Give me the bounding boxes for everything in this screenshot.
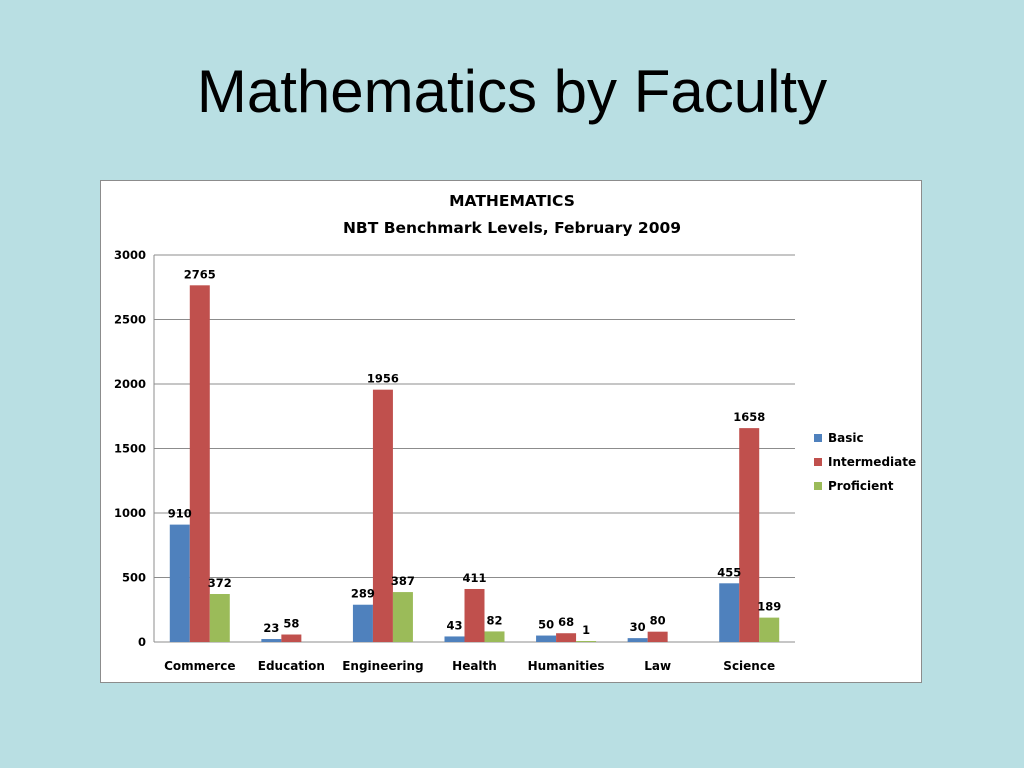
legend: Basic Intermediate Proficient [814,431,916,493]
data-label: 23 [263,621,279,635]
data-label: 2765 [184,267,216,281]
data-label: 80 [650,614,666,628]
y-tick-label: 0 [138,635,146,649]
x-tick-label: Health [452,659,497,673]
data-label: 43 [446,618,462,632]
chart: MATHEMATICS NBT Benchmark Levels, Februa… [114,192,916,673]
x-tick-label: Engineering [342,659,423,673]
bars [169,285,780,642]
bar-intermediate-commerce [189,285,210,642]
y-tick-label: 1500 [114,442,146,456]
data-label: 189 [757,600,781,614]
bar-intermediate-health [464,588,485,642]
bar-intermediate-science [739,428,760,642]
data-label: 1 [582,623,590,637]
x-tick-label: Humanities [528,659,605,673]
data-label: 289 [351,587,375,601]
x-tick-label: Law [644,659,671,673]
y-tick-label: 500 [122,571,146,585]
legend-swatch [814,434,822,442]
legend-swatch [814,458,822,466]
bar-basic-engineering [352,604,373,642]
bar-intermediate-humanities [556,633,577,642]
x-tick-label: Education [258,659,325,673]
data-label: 1658 [733,410,765,424]
data-label: 68 [558,615,574,629]
bar-basic-education [261,639,282,642]
y-tick-label: 2500 [114,313,146,327]
data-label: 50 [538,618,554,632]
bar-basic-humanities [536,635,557,642]
bar-intermediate-law [647,631,668,642]
legend-label: Intermediate [828,455,916,469]
chart-title: MATHEMATICS [449,192,575,210]
bar-intermediate-engineering [372,389,393,642]
x-tick-label: Commerce [164,659,235,673]
data-label: 82 [486,613,502,627]
data-label: 387 [391,574,415,588]
x-tick-label: Science [723,659,775,673]
legend-label: Basic [828,431,864,445]
legend-swatch [814,482,822,490]
gridlines [154,254,795,643]
bar-proficient-health [484,631,505,642]
bar-basic-science [719,583,740,642]
bar-proficient-engineering [392,592,413,642]
data-label: 455 [717,565,741,579]
y-tick-label: 2000 [114,377,146,391]
data-label: 910 [168,507,192,521]
data-label: 372 [208,576,232,590]
legend-label: Proficient [828,479,894,493]
data-label: 58 [283,617,299,631]
slide-title: Mathematics by Faculty [196,58,828,125]
bar-basic-health [444,636,465,642]
bar-basic-commerce [169,524,190,642]
bar-basic-law [627,638,648,642]
bar-proficient-humanities [576,641,597,642]
data-labels: 910 2765 372 23 58 289 1956 387 43 411 82 50 68 1 30 80… [168,267,781,637]
data-label: 30 [630,620,646,634]
bar-proficient-commerce [209,594,230,642]
chart-frame: MATHEMATICS NBT Benchmark Levels, Februa… [100,180,922,683]
data-label: 1956 [367,372,399,386]
y-tick-label: 3000 [114,248,146,262]
data-label: 411 [462,571,486,585]
bar-proficient-science [759,617,780,642]
bar-intermediate-education [281,634,302,642]
y-tick-label: 1000 [114,506,146,520]
chart-subtitle: NBT Benchmark Levels, February 2009 [343,219,681,237]
axes: 0 500 1000 1500 2000 2500 3000 Commerce Educatio… [114,248,795,673]
